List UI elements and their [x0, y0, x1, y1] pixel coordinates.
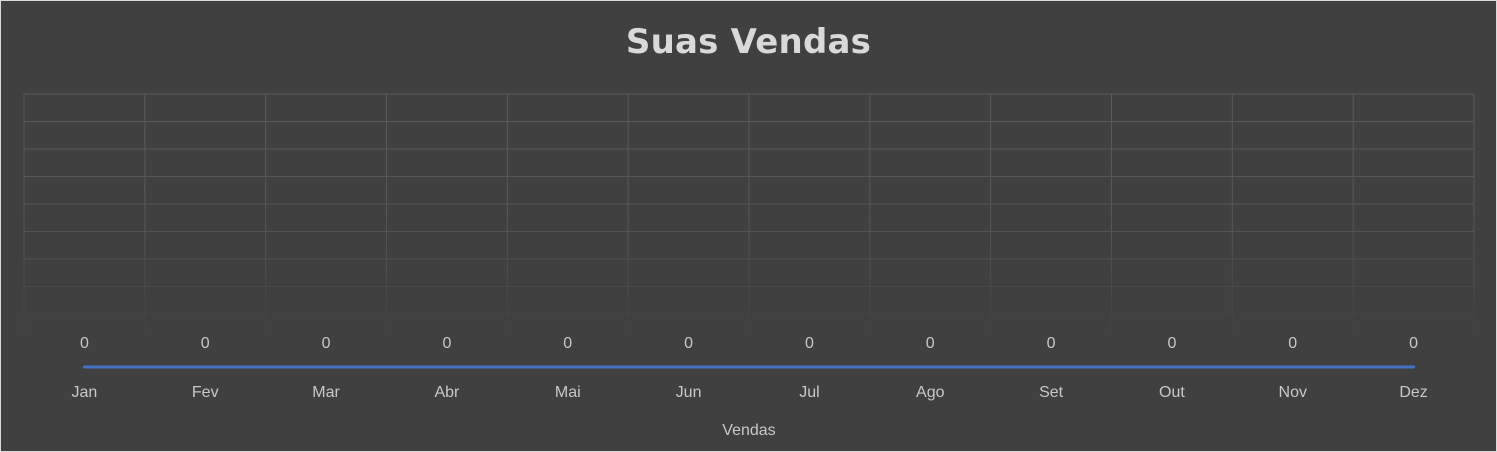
chart-title: Suas Vendas [625, 22, 872, 62]
x-tick-label: Jun [676, 384, 702, 401]
x-tick-label: Dez [1399, 384, 1427, 401]
data-label: 0 [926, 335, 935, 352]
x-tick-label: Set [1039, 384, 1064, 401]
x-tick-label: Fev [192, 384, 219, 401]
x-tick-label: Jan [72, 384, 98, 401]
data-label: 0 [80, 335, 89, 352]
data-label: 0 [442, 335, 451, 352]
x-tick-label: Out [1159, 384, 1185, 401]
data-labels: 0 0 0 0 0 0 0 0 0 0 0 0 [80, 335, 1418, 352]
x-tick-label: Jul [799, 384, 819, 401]
gridlines [23, 93, 1475, 340]
x-tick-label: Abr [434, 384, 460, 401]
x-axis-tick-labels: Jan Fev Mar Abr Mai Jun Jul Ago Set Out Nov Dez [72, 384, 1428, 401]
x-tick-label: Ago [916, 384, 945, 401]
data-label: 0 [1288, 335, 1297, 352]
data-label: 0 [805, 335, 814, 352]
data-label: 0 [1409, 335, 1418, 352]
data-label: 0 [563, 335, 572, 352]
data-label: 0 [322, 335, 331, 352]
data-label: 0 [684, 335, 693, 352]
data-label: 0 [1167, 335, 1176, 352]
x-tick-label: Nov [1279, 384, 1307, 401]
x-tick-label: Mar [312, 384, 340, 401]
data-label: 0 [1047, 335, 1056, 352]
data-label: 0 [201, 335, 210, 352]
x-axis-title: Vendas [722, 422, 775, 439]
x-tick-label: Mai [555, 384, 581, 401]
